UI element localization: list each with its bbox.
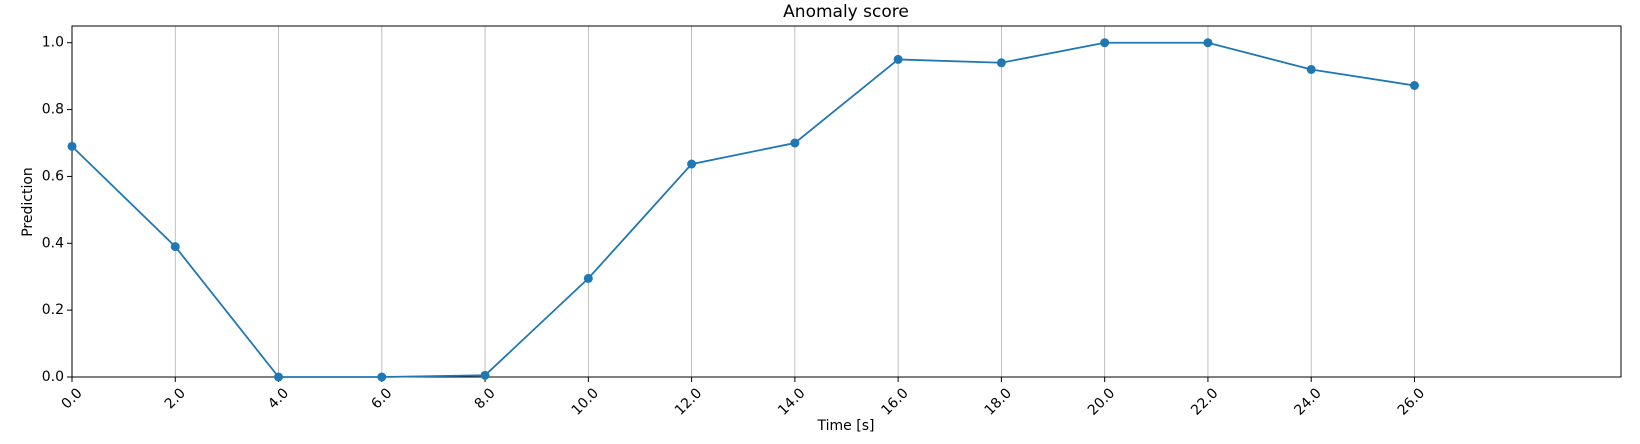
point (67, 141, 77, 151)
y-tick-label: 0.4 (42, 235, 64, 251)
point (1100, 38, 1110, 48)
x-axis-label: Time [s] (817, 418, 875, 434)
point (790, 138, 800, 148)
x-tick-label: 4.0 (265, 385, 292, 412)
x-tick-label: 6.0 (368, 385, 395, 412)
y-tick-label: 0.6 (42, 168, 64, 184)
point (274, 372, 284, 382)
x-tick-label: 8.0 (472, 385, 499, 412)
plot-frame (71, 25, 1622, 378)
x-tick-label: 14.0 (775, 385, 808, 418)
point (583, 273, 593, 283)
x-tick-label: 22.0 (1188, 385, 1221, 418)
point (377, 372, 387, 382)
x-tick-label: 26.0 (1395, 385, 1428, 418)
point (1409, 81, 1419, 91)
point (170, 242, 180, 252)
x-tick-label: 0.0 (59, 385, 86, 412)
y-tick-label: 0.0 (42, 369, 64, 385)
x-tick-label: 20.0 (1085, 385, 1118, 418)
point (996, 58, 1006, 68)
y-tick-label: 1.0 (42, 35, 64, 51)
chart-title: Anomaly score (783, 2, 909, 22)
y-tick-label: 0.8 (42, 102, 64, 118)
x-tick-label: 12.0 (672, 385, 705, 418)
x-tick-label: 18.0 (982, 385, 1015, 418)
x-tick-label: 24.0 (1291, 385, 1324, 418)
y-tick-label: 0.2 (42, 302, 64, 318)
point (893, 54, 903, 64)
point (1306, 64, 1316, 74)
point (687, 159, 697, 169)
x-tick-label: 2.0 (162, 385, 189, 412)
line (71, 41, 1415, 378)
point (1203, 38, 1213, 48)
point (480, 370, 490, 380)
x-tick-label: 16.0 (878, 385, 911, 418)
y-axis-label: Prediction (20, 167, 36, 237)
x-tick-label: 10.0 (569, 385, 602, 418)
